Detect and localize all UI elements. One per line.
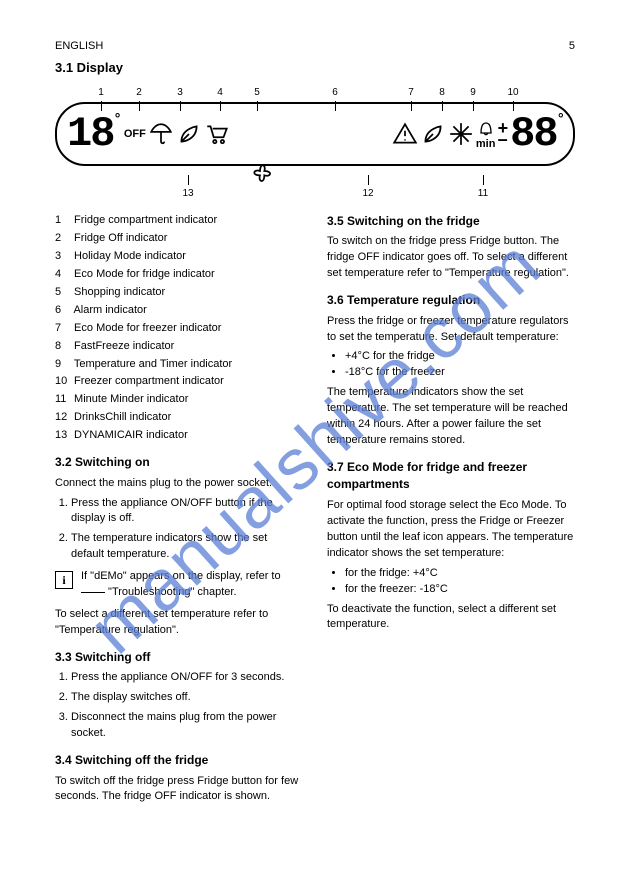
umbrella-icon — [148, 121, 174, 147]
callout-11: 11 — [443, 188, 523, 199]
callout-10: 10 — [489, 87, 537, 98]
s37-p: For optimal food storage select the Eco … — [327, 498, 575, 562]
s34-p: To switch off the fridge press Fridge bu… — [55, 774, 303, 806]
callout-1: 1 — [83, 87, 119, 98]
seg7-left: 18° — [67, 113, 120, 155]
section-title-32: 3.2 Switching on — [55, 454, 303, 471]
callout-4: 4 — [201, 87, 239, 98]
callout-3: 3 — [159, 87, 201, 98]
info-icon: i — [55, 571, 73, 589]
callout-5: 5 — [239, 87, 275, 98]
legend-item-10: 10 Freezer compartment indicator — [55, 374, 303, 390]
display-panel-block: 12345678910 18° OFF min +– 88° 131211 — [55, 87, 575, 199]
callout-8: 8 — [427, 87, 457, 98]
callouts-top: 12345678910 — [83, 87, 575, 98]
legend-item-7: 7 Eco Mode for freezer indicator — [55, 321, 303, 337]
s32-p2: To select a different set temperature re… — [55, 607, 303, 639]
legend-list: 1 Fridge compartment indicator 2 Fridge O… — [55, 213, 303, 444]
section-title-36: 3.6 Temperature regulation — [327, 292, 575, 309]
callout-12: 12 — [293, 188, 443, 199]
header-left: ENGLISH — [55, 40, 103, 52]
snowflake-icon — [448, 121, 474, 147]
col-left: 1 Fridge compartment indicator 2 Fridge O… — [55, 213, 303, 805]
section-title-34: 3.4 Switching off the fridge — [55, 752, 303, 769]
section-title-31: 3.1 Display — [55, 60, 575, 75]
callouts-bottom: 131211 — [83, 188, 575, 199]
callout-9: 9 — [457, 87, 489, 98]
col-right: 3.5 Switching on the fridge To switch on… — [327, 213, 575, 805]
section-title-37: 3.7 Eco Mode for fridge and freezer comp… — [327, 459, 575, 494]
legend-item-2: 2 Fridge Off indicator — [55, 231, 303, 247]
off-label: OFF — [124, 128, 146, 140]
s37-p2: To deactivate the function, select a dif… — [327, 602, 575, 634]
section-title-35: 3.5 Switching on the fridge — [327, 213, 575, 230]
legend-item-8: 8 FastFreeze indicator — [55, 339, 303, 355]
s37-bullets: for the fridge: +4°C for the freezer: -1… — [345, 566, 575, 598]
leaf-icon — [176, 121, 202, 147]
display-panel: 18° OFF min +– 88° — [55, 102, 575, 166]
legend-item-6: 6 Alarm indicator — [55, 303, 303, 319]
leaf2-icon — [420, 121, 446, 147]
section-title-33: 3.3 Switching off — [55, 649, 303, 666]
s37-b1: for the fridge: +4°C — [345, 566, 575, 582]
fan-icon — [247, 158, 273, 184]
s33-steps: Press the appliance ON/OFF for 3 seconds… — [55, 670, 303, 742]
legend-item-9: 9 Temperature and Timer indicator — [55, 357, 303, 373]
legend-item-12: 12 DrinksChill indicator — [55, 410, 303, 426]
s32-steps: Press the appliance ON/OFF button if the… — [55, 496, 303, 564]
s36-p2: The temperature indicators show the set … — [327, 385, 575, 449]
s36-p: Press the fridge or freezer temperature … — [327, 314, 575, 346]
seg7-right: 88° — [510, 113, 563, 155]
callout-7: 7 — [395, 87, 427, 98]
legend-item-13: 13 DYNAMICAIR indicator — [55, 428, 303, 444]
s32-p1: Connect the mains plug to the power sock… — [55, 476, 303, 492]
info-note: i If "dEMo" appears on the display, refe… — [55, 569, 303, 601]
s32-step1: Press the appliance ON/OFF button if the… — [71, 496, 303, 528]
s33-step3: Disconnect the mains plug from the power… — [71, 710, 303, 742]
s37-b2: for the freezer: -18°C — [345, 582, 575, 598]
header-right: 5 — [569, 40, 575, 52]
s35-p: To switch on the fridge press Fridge but… — [327, 234, 575, 282]
legend-item-3: 3 Holiday Mode indicator — [55, 249, 303, 265]
cart-icon — [204, 121, 230, 147]
s36-b1: +4°C for the fridge — [345, 349, 575, 365]
s32-step2: The temperature indicators show the set … — [71, 531, 303, 563]
s36-bullets: +4°C for the fridge -18°C for the freeze… — [345, 349, 575, 381]
warning-icon — [392, 121, 418, 147]
legend-item-1: 1 Fridge compartment indicator — [55, 213, 303, 229]
page: ENGLISH 5 3.1 Display 12345678910 18° OF… — [0, 0, 630, 893]
legend-item-11: 11 Minute Minder indicator — [55, 392, 303, 408]
min-label: min — [476, 138, 496, 150]
s33-step2: The display switches off. — [71, 690, 303, 706]
header: ENGLISH 5 — [55, 40, 575, 52]
bell-icon — [476, 118, 496, 138]
callout-13: 13 — [83, 188, 293, 199]
legend-item-5: 5 Shopping indicator — [55, 285, 303, 301]
callout-2: 2 — [119, 87, 159, 98]
callout-6: 6 — [275, 87, 395, 98]
s36-b2: -18°C for the freezer — [345, 365, 575, 381]
legend-item-4: 4 Eco Mode for fridge indicator — [55, 267, 303, 283]
s33-step1: Press the appliance ON/OFF for 3 seconds… — [71, 670, 303, 686]
content-columns: 1 Fridge compartment indicator 2 Fridge O… — [55, 213, 575, 805]
info-text: If "dEMo" appears on the display, refer … — [81, 569, 303, 601]
